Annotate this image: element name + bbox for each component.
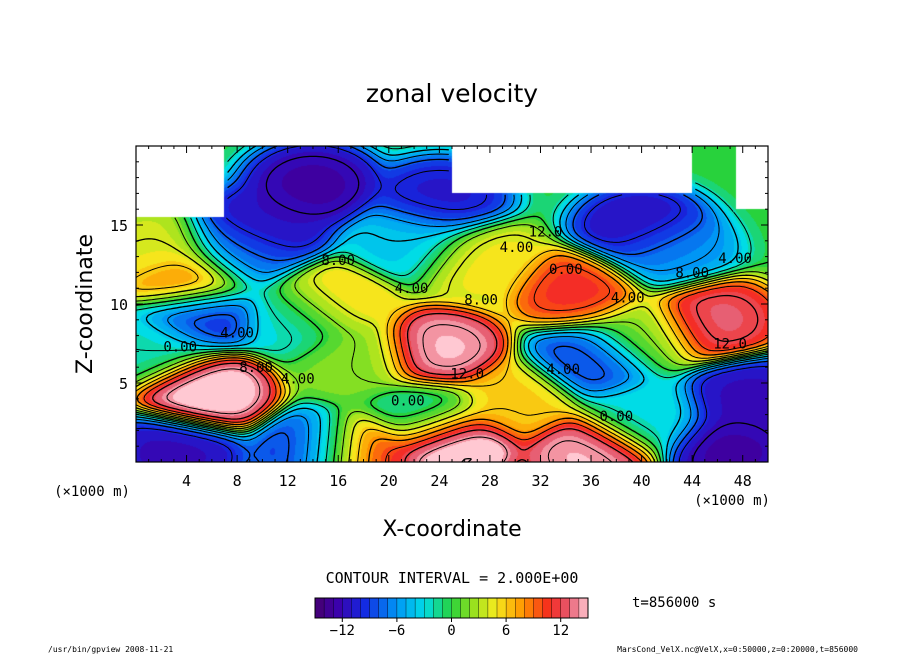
colorbar-tick-label: 0 [447,623,455,639]
colorbar-cell [333,597,343,619]
colorbar-cell [378,597,389,619]
x-tick-label: 40 [633,472,651,490]
colorbar-cell [351,597,361,619]
colorbar-cell [560,597,571,619]
contour-label: 8.00 [464,292,498,308]
contour-line [136,146,768,462]
y-axis-label: Z-coordinate [73,234,98,374]
contour-line [143,265,768,462]
contour-line [136,217,768,462]
colorbar-cell [533,597,544,619]
colorbar-cell [424,597,434,619]
x-tick-label: 24 [430,472,448,490]
colorbar-cell [496,597,507,619]
colorbar-cell [578,597,589,619]
colorbar-cell [369,597,380,619]
contour-label: 4.00 [500,240,534,256]
colorbar-cell [524,597,534,619]
contour-line [136,146,768,462]
contour-line [151,294,759,462]
colorbar-cell [505,597,516,619]
colorbar-ticks: −12 −6 0 6 12 [330,618,569,639]
contour-label: 12.0 [529,224,563,240]
colorbar-tick-label: −6 [388,623,405,639]
x-axis: 4 8 12 16 20 24 28 32 36 40 44 48 [148,146,756,490]
y-axis: 5 10 15 [110,161,768,447]
colorbar-cell [469,597,480,619]
contour-line [136,255,768,462]
x-tick-label: 32 [531,472,549,490]
colorbar-cell [314,597,325,619]
contour-label: 4.00 [220,325,254,341]
contour-lines [136,146,768,462]
contour-line [136,215,768,462]
contour-label: 0.00 [391,393,425,409]
x-tick-label: 36 [582,472,600,490]
contour-label: 12.0 [450,367,484,383]
colorbar-cell [569,597,580,619]
contour-label: 8.00 [675,265,709,281]
contour-label: 4.00 [281,371,315,387]
contour-label: 8.00 [321,253,355,269]
contour-label: 4.00 [395,281,429,297]
contour-label: 4.00 [546,362,580,378]
colorbar-cells [314,597,589,619]
colorbar-cell [405,597,416,619]
colorbar-cell [414,597,425,619]
contour-label: 4.00 [718,251,752,267]
chart-title: zonal velocity [366,79,538,108]
colorbar-tick-label: 6 [502,623,510,639]
x-tick-label: 28 [481,472,499,490]
contour-labels: 0.00 4.00 8.00 4.00 0.00 12.0 8.00 4.00 8.00 4.00… [163,224,752,425]
y-tick-label: 5 [119,375,128,393]
colorbar-cell [387,597,398,619]
x-unit-label: (×1000 m) [694,493,770,509]
colorbar-cell [515,597,525,619]
contour-line [136,234,768,462]
time-label: t=856000 s [632,595,716,611]
colorbar-cell [442,597,452,619]
contour-label: 0.00 [599,409,633,425]
colorbar-cell [360,597,371,619]
colorbar-cell [460,597,471,619]
plot-area: 0.00 4.00 8.00 4.00 0.00 12.0 8.00 4.00 8.00 4.00… [110,145,769,490]
colorbar-cell [342,597,352,619]
colorbar-tick-label: −12 [330,623,355,639]
velocity-field [136,146,768,462]
x-tick-label: 44 [683,472,701,490]
contour-interval-text: CONTOUR INTERVAL = 2.000E+00 [326,569,579,587]
colorbar-cell [451,597,462,619]
colorbar-cell [478,597,489,619]
colorbar-cell [323,597,334,619]
colorbar-cell [433,597,443,619]
contour-label: 12.0 [713,337,747,353]
colorbar-cell [551,597,562,619]
contour-line [265,155,768,462]
footer-left: /usr/bin/gpview 2008-11-21 [48,645,173,654]
y-tick-label: 10 [110,296,128,314]
y-tick-label: 15 [110,217,128,235]
x-axis-label: X-coordinate [382,517,521,542]
contour-line [136,249,768,462]
contour-label: 0.00 [163,340,197,356]
x-tick-label: 8 [233,472,242,490]
colorbar-cell [396,597,407,619]
colorbar: −12 −6 0 6 12 [314,597,589,639]
y-unit-label: (×1000 m) [54,484,130,500]
x-tick-label: 4 [182,472,191,490]
contour-label: 0.00 [549,262,583,278]
x-tick-label: 12 [279,472,297,490]
x-tick-label: 20 [380,472,398,490]
footer-right: MarsCond_VelX.nc@VelX,x=0:50000,z=0:2000… [617,645,858,654]
contour-line [166,324,613,462]
contour-label: 4.00 [611,291,645,307]
x-tick-label: 16 [329,472,347,490]
contour-label: 8.00 [239,360,273,376]
colorbar-cell [542,597,553,619]
x-tick-label: 48 [734,472,752,490]
contour-line [136,146,768,462]
colorbar-cell [487,597,498,619]
colorbar-tick-label: 12 [552,623,569,639]
